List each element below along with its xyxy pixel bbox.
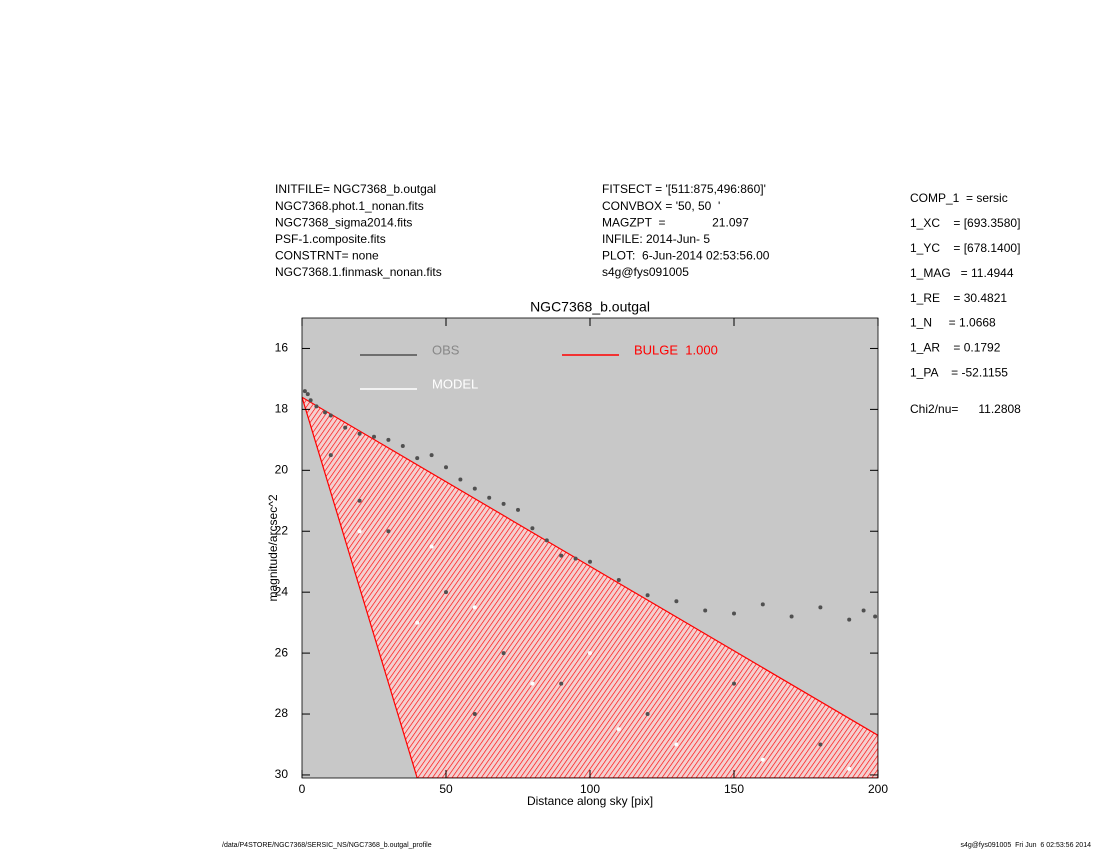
component-param: 1_N = 1.0668 — [910, 316, 996, 330]
data-point — [357, 431, 362, 436]
data-point — [472, 605, 477, 610]
data-point — [444, 465, 448, 470]
chi2: Chi2/nu= 11.2808 — [910, 402, 1021, 416]
data-point — [415, 620, 420, 625]
data-point — [314, 404, 319, 409]
y-tick-label: 22 — [275, 523, 289, 537]
footer-path: /data/P4STORE/NGC7368/SERSIC_NS/NGC7368_… — [222, 842, 432, 849]
data-point — [400, 443, 405, 448]
legend-label: BULGE 1.000 — [634, 342, 718, 357]
header-line: INITFILE= NGC7368_b.outgal — [275, 182, 436, 196]
data-point — [501, 651, 506, 656]
data-point — [429, 453, 434, 458]
component-param: 1_PA = -52.1155 — [910, 365, 1008, 379]
data-point — [444, 590, 448, 595]
header-line: PLOT: 6-Jun-2014 02:53:56.00 — [602, 249, 770, 263]
y-tick-label: 30 — [275, 767, 289, 781]
header-line: FITSECT = '[511:875,496:860]' — [602, 182, 766, 196]
header-line: NGC7368.1.finmask_nonan.fits — [275, 265, 442, 279]
data-point — [573, 556, 578, 561]
data-point — [357, 529, 362, 534]
data-point — [501, 501, 506, 506]
data-point — [847, 617, 852, 622]
y-axis-label: magnitude/arcsec^2 — [266, 494, 280, 601]
y-tick-label: 18 — [275, 402, 289, 416]
x-tick-label: 200 — [868, 782, 888, 796]
data-point — [760, 602, 765, 607]
data-point — [386, 529, 391, 534]
data-point — [357, 498, 362, 503]
data-point — [588, 559, 592, 564]
y-tick-label: 24 — [275, 584, 289, 598]
data-point — [328, 413, 333, 418]
component-param: 1_YC = [678.1400] — [910, 241, 1020, 255]
data-point — [645, 712, 650, 717]
data-point — [544, 538, 549, 543]
data-point — [873, 614, 878, 619]
data-point — [732, 611, 736, 616]
data-point — [472, 486, 477, 491]
y-tick-label: 16 — [275, 341, 289, 355]
data-point — [559, 681, 564, 686]
legend-label: OBS — [432, 342, 460, 357]
data-point — [645, 593, 650, 598]
x-tick-label: 0 — [299, 782, 306, 796]
data-point — [516, 507, 520, 512]
header-line: NGC7368_sigma2014.fits — [275, 215, 412, 229]
data-point — [674, 599, 679, 604]
data-point — [616, 727, 621, 732]
data-point — [616, 577, 621, 582]
component-param: 1_XC = [693.3580] — [910, 216, 1020, 230]
header-line: CONSTRNT= none — [275, 249, 379, 263]
data-point — [530, 681, 535, 686]
component-param: 1_AR = 0.1792 — [910, 341, 1001, 355]
data-point — [487, 495, 492, 500]
data-point — [328, 453, 333, 458]
component-param: 1_MAG = 11.4944 — [910, 266, 1014, 280]
x-tick-label: 100 — [580, 782, 600, 796]
data-point — [302, 389, 307, 394]
header-line: NGC7368.phot.1_nonan.fits — [275, 199, 424, 213]
x-tick-label: 150 — [724, 782, 744, 796]
data-point — [472, 712, 477, 717]
data-point — [588, 651, 592, 656]
data-point — [458, 477, 463, 482]
data-point — [343, 425, 348, 430]
y-tick-label: 26 — [275, 645, 289, 659]
data-point — [415, 456, 420, 461]
data-point — [308, 398, 313, 403]
data-point — [861, 608, 866, 613]
header-line: MAGZPT = 21.097 — [602, 215, 749, 229]
legend-label: MODEL — [432, 376, 478, 391]
data-point — [760, 757, 765, 762]
component-param: COMP_1 = sersic — [910, 191, 1008, 205]
data-point — [429, 544, 434, 549]
data-point — [530, 526, 535, 531]
data-point — [372, 434, 376, 439]
y-tick-label: 28 — [275, 706, 289, 720]
data-point — [818, 605, 823, 610]
data-point — [732, 681, 736, 686]
header-line: INFILE: 2014-Jun- 5 — [602, 232, 710, 246]
x-axis-label: Distance along sky [pix] — [527, 794, 653, 808]
data-point — [703, 608, 708, 613]
data-point — [818, 742, 823, 747]
data-point — [847, 766, 852, 771]
data-point — [386, 437, 391, 442]
data-point — [559, 553, 564, 558]
data-point — [674, 742, 679, 747]
chart-title: NGC7368_b.outgal — [530, 299, 650, 315]
header-line: s4g@fys091005 — [602, 265, 689, 279]
header-line: CONVBOX = '50, 50 ' — [602, 199, 720, 213]
x-tick-label: 50 — [439, 782, 453, 796]
header-line: PSF-1.composite.fits — [275, 232, 386, 246]
data-point — [305, 392, 310, 397]
y-tick-label: 20 — [275, 462, 289, 476]
data-point — [323, 410, 328, 415]
component-param: 1_RE = 30.4821 — [910, 291, 1007, 305]
data-point — [789, 614, 794, 619]
footer-stamp: s4g@fys091005 Fri Jun 6 02:53:56 2014 — [961, 842, 1092, 849]
